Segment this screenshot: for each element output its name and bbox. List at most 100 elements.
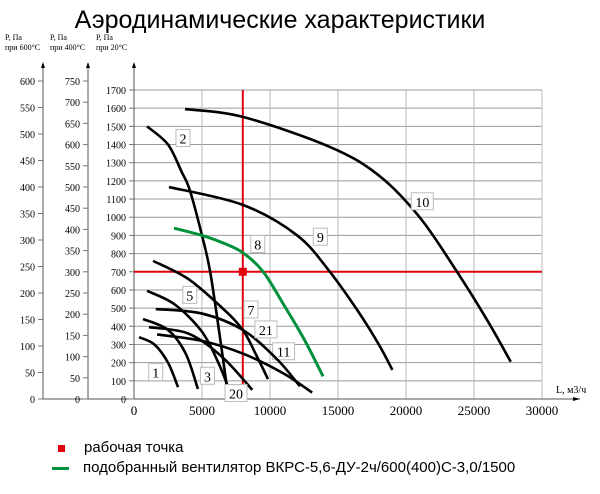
y-tick-label: 1300	[106, 159, 126, 170]
y-tick-label: 1500	[106, 122, 126, 133]
x-tick-label: 20000	[390, 403, 423, 418]
y-tick-label: 100	[65, 353, 80, 364]
y-tick-label: 500	[20, 130, 35, 141]
y-tick-label: 150	[65, 331, 80, 342]
y-tick-label: 400	[111, 322, 126, 333]
y-tick-label: 1000	[106, 213, 126, 224]
fan-curve-7	[152, 259, 270, 380]
curve-label-10: 10	[415, 196, 429, 211]
y-tick-label: 200	[111, 359, 126, 370]
y-tick-label: 400	[65, 225, 80, 236]
fan-curve-5	[146, 289, 230, 387]
y-tick-label: 600	[65, 141, 80, 152]
y-tick-label: 0	[30, 395, 35, 406]
y-tick-label: 350	[20, 210, 35, 221]
y-tick-label: 750	[65, 77, 80, 88]
curve-label-box	[175, 129, 191, 148]
y-tick-label: 700	[111, 268, 126, 279]
y-tick-label: 500	[111, 304, 126, 315]
y-axis-arrow-icon	[41, 62, 45, 68]
fan-curve-10	[184, 107, 512, 363]
y-tick-label: 300	[20, 236, 35, 247]
y-axis-label: при 600°С	[5, 43, 40, 52]
y-tick-label: 1400	[106, 141, 126, 152]
curve-label-3: 3	[204, 370, 211, 385]
y-tick-label: 100	[20, 342, 35, 353]
x-tick-label: 25000	[458, 403, 491, 418]
y-axis-label: при 20°С	[96, 43, 127, 52]
y-tick-label: 300	[65, 268, 80, 279]
curve-label-box	[410, 192, 434, 211]
x-tick-label: 10000	[254, 403, 287, 418]
curve-label-box	[272, 342, 296, 361]
y-tick-label: 1200	[106, 177, 126, 188]
curve-label-7: 7	[247, 304, 254, 319]
y-tick-label: 0	[75, 395, 80, 406]
y-tick-label: 400	[20, 183, 35, 194]
fan-curve-3	[142, 317, 200, 390]
y-tick-label: 1100	[106, 195, 126, 206]
y-axis-arrow-icon	[132, 62, 136, 68]
legend-operating-point: рабочая точка	[52, 439, 184, 456]
y-axis-label: при 400°С	[50, 43, 85, 52]
curve-label-2: 2	[179, 133, 186, 148]
curve-label-box	[254, 320, 278, 339]
curve-label-box	[224, 384, 248, 403]
x-tick-label: 5000	[189, 403, 215, 418]
y-axis-arrow-icon	[86, 62, 90, 68]
green-line-marker-icon	[52, 466, 69, 470]
y-tick-label: 350	[65, 247, 80, 258]
curve-label-box	[148, 363, 164, 382]
y-tick-label: 250	[65, 289, 80, 300]
y-tick-label: 450	[20, 157, 35, 168]
fan-curve-1	[138, 335, 180, 388]
legend-selected-fan: подобранный вентилятор ВКРС-5,6-ДУ-2ч/60…	[52, 459, 515, 476]
y-tick-label: 650	[65, 119, 80, 130]
y-tick-label: 100	[111, 377, 126, 388]
x-tick-label: 0	[131, 403, 138, 418]
curve-label-9: 9	[317, 231, 324, 246]
y-tick-label: 800	[111, 250, 126, 261]
fan-curve-8	[173, 226, 325, 377]
y-axis-label: P, Па	[5, 33, 22, 42]
x-axis-label: L, м3/ч	[556, 385, 586, 396]
curve-label-5: 5	[186, 289, 193, 304]
red-square-marker-icon	[58, 444, 65, 452]
curve-label-8: 8	[254, 239, 261, 254]
fan-curve-20	[148, 325, 254, 391]
operating-point-marker	[238, 267, 247, 276]
chart-title: Аэродинамические характеристики	[74, 6, 486, 34]
y-tick-label: 1600	[106, 104, 126, 115]
y-tick-label: 450	[65, 204, 80, 215]
curve-label-20: 20	[229, 388, 243, 403]
curve-label-box	[243, 300, 259, 319]
y-axis-label: P, Па	[96, 33, 113, 42]
x-tick-label: 30000	[526, 403, 559, 418]
y-tick-label: 700	[65, 98, 80, 109]
curve-label-11: 11	[277, 346, 290, 361]
y-tick-label: 1700	[106, 86, 126, 97]
fan-curve-2	[146, 125, 230, 394]
curve-label-21: 21	[259, 324, 273, 339]
y-tick-label: 500	[65, 183, 80, 194]
fan-curve-21	[155, 307, 301, 388]
y-tick-label: 550	[20, 104, 35, 115]
curve-label-box	[312, 227, 328, 246]
y-tick-label: 900	[111, 231, 126, 242]
y-tick-label: 50	[25, 369, 35, 380]
legend-label: рабочая точка	[84, 439, 184, 456]
y-tick-label: 600	[111, 286, 126, 297]
y-tick-label: 200	[65, 310, 80, 321]
y-tick-label: 0	[121, 395, 126, 406]
curve-label-box	[250, 235, 266, 253]
y-tick-label: 50	[70, 374, 80, 385]
y-axis-label: P, Па	[50, 33, 67, 42]
y-tick-label: 300	[111, 340, 126, 351]
y-tick-label: 200	[20, 289, 35, 300]
curve-label-box	[199, 366, 215, 385]
curve-label-box	[182, 285, 198, 304]
x-axis-arrow-icon	[573, 397, 580, 401]
curve-label-1: 1	[152, 367, 159, 382]
fan-curve-9	[168, 185, 394, 371]
